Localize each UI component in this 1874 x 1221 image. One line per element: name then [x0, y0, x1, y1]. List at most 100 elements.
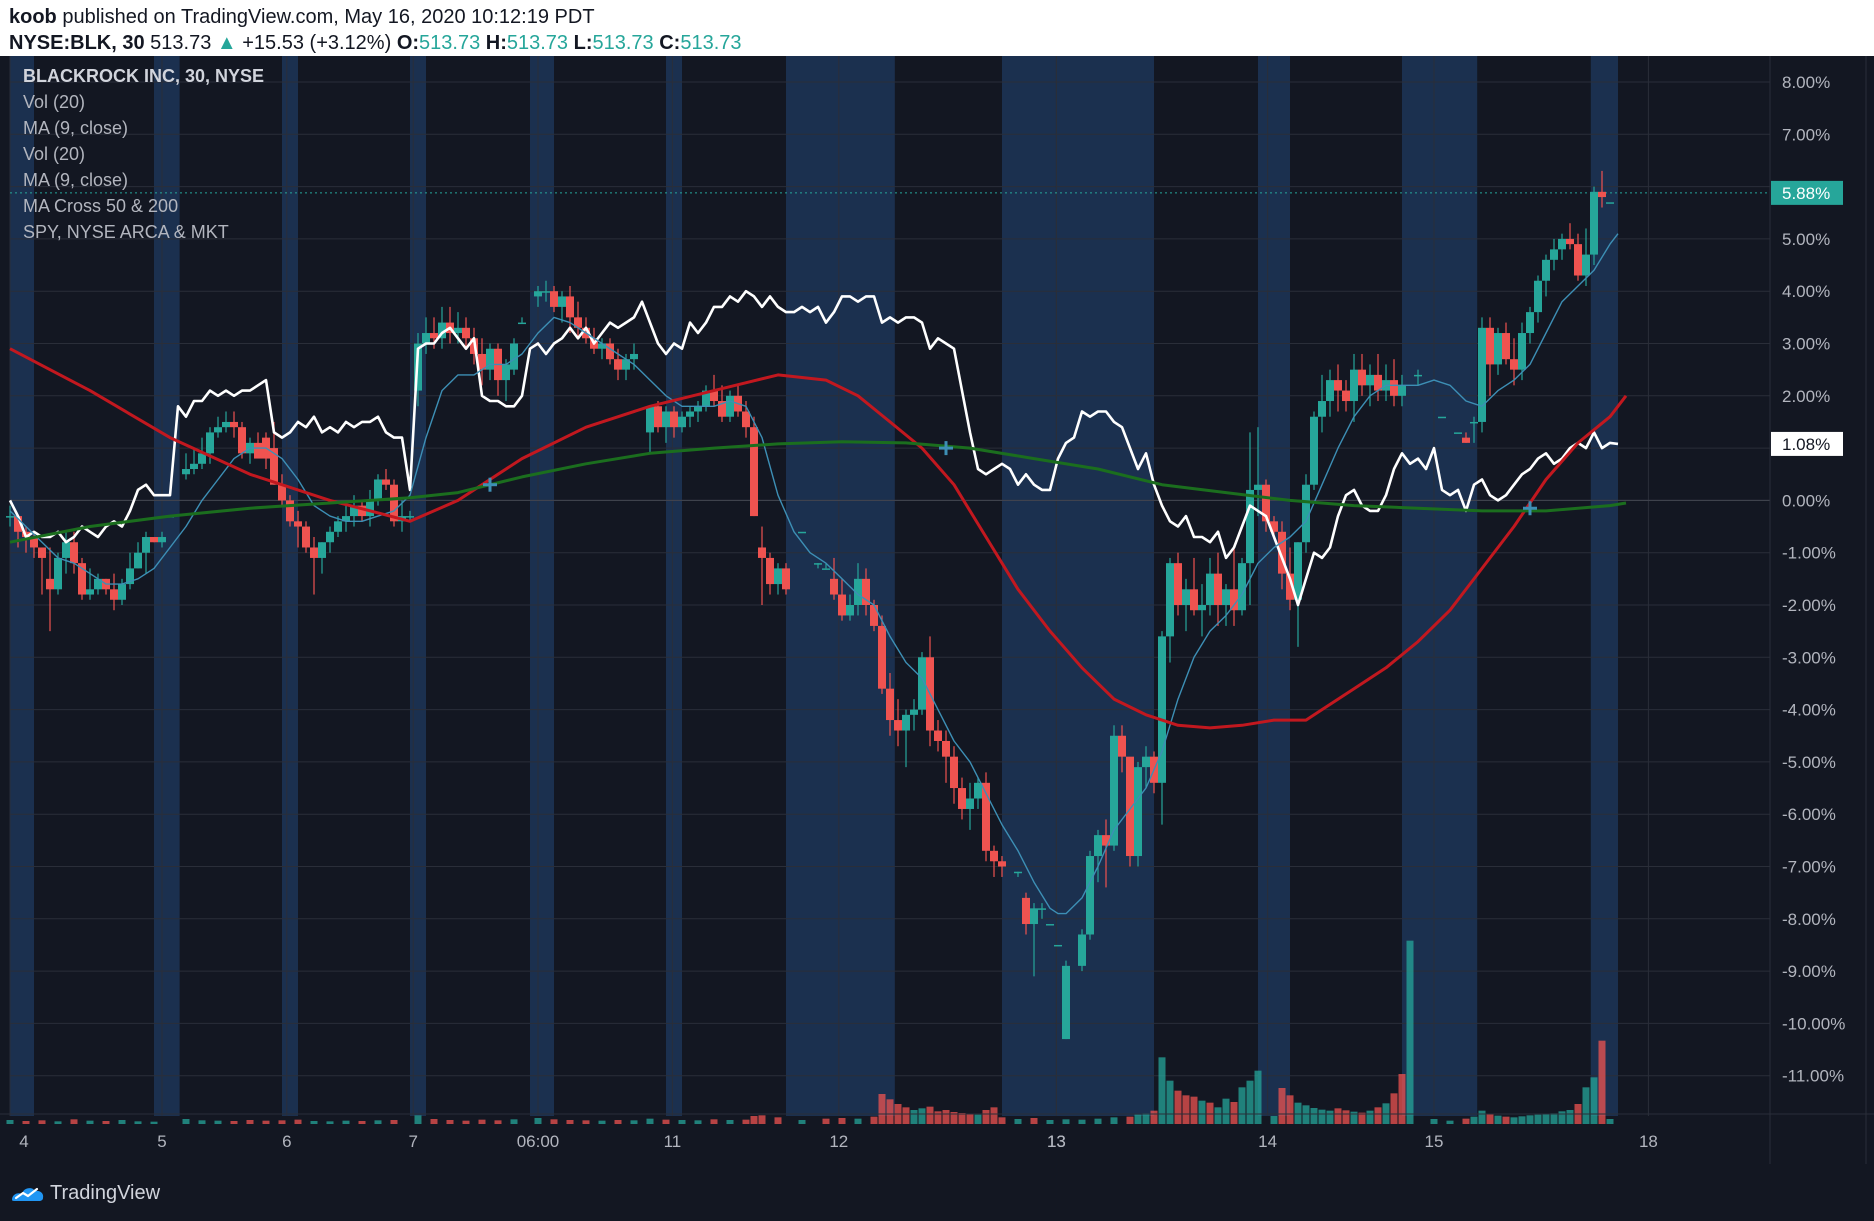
- candle-53: [438, 306, 446, 349]
- candle-body-140: [1182, 589, 1190, 605]
- candle-13: [110, 573, 118, 611]
- candle-body-107: [902, 714, 910, 731]
- candle-164: [1374, 353, 1382, 402]
- price-badge-label-1: 1.08%: [1782, 435, 1830, 454]
- candle-body-7: [62, 542, 70, 558]
- legend-item-ma-2[interactable]: MA (9, close): [23, 170, 129, 190]
- candle-body-177: [1510, 359, 1518, 370]
- candle-129: [1094, 829, 1102, 883]
- candle-body-96: [814, 563, 822, 565]
- candle-body-143: [1206, 573, 1214, 605]
- candle-109: [918, 652, 926, 715]
- volume-bar-68: [998, 1117, 1006, 1124]
- volume-bar-115: [1478, 1110, 1486, 1124]
- volume-bar-4: [70, 1119, 78, 1124]
- x-tick-label-9: 14: [1258, 1132, 1277, 1151]
- tradingview-logo-icon: [12, 1187, 44, 1201]
- x-tick-label-11: 18: [1639, 1132, 1658, 1151]
- candle-body-35: [294, 521, 302, 527]
- volume-bar-54: [886, 1099, 894, 1124]
- volume-bar-80: [1158, 1057, 1166, 1124]
- candle-body-39: [326, 531, 334, 543]
- author-name[interactable]: koob: [9, 6, 57, 28]
- candle-body-117: [982, 782, 990, 851]
- volume-bar-91: [1246, 1080, 1254, 1124]
- legend-item-ma-cross[interactable]: MA Cross 50 & 200: [23, 196, 179, 216]
- ohlc-low-value: 513.73: [592, 32, 654, 54]
- volume-bar-58: [918, 1108, 926, 1124]
- candle-body-80: [670, 411, 678, 428]
- volume-bar-59: [926, 1106, 934, 1124]
- volume-bar-23: [390, 1120, 398, 1124]
- volume-bar-87: [1214, 1107, 1222, 1124]
- volume-bar-112: [1446, 1120, 1454, 1124]
- y-tick-label-19: -11.00%: [1782, 1067, 1844, 1086]
- session-shade-4: [530, 56, 554, 1116]
- volume-bar-0: [6, 1120, 14, 1124]
- candle-0: [6, 505, 14, 527]
- volume-bar-120: [1518, 1116, 1526, 1124]
- candle-body-61: [502, 364, 510, 381]
- candle-body-85: [710, 390, 718, 402]
- candle-body-47: [390, 484, 398, 522]
- candle-body-36: [302, 526, 310, 548]
- volume-bar-93: [1270, 1116, 1278, 1124]
- volume-bar-7: [118, 1120, 126, 1124]
- candle-body-84: [702, 390, 710, 407]
- volume-bar-84: [1190, 1096, 1198, 1124]
- candle-139: [1174, 552, 1182, 616]
- candle-body-91: [758, 547, 766, 558]
- candle-body-108: [910, 709, 918, 715]
- volume-bar-128: [1582, 1087, 1590, 1124]
- candle-116: [974, 777, 982, 809]
- volume-bar-65: [974, 1114, 982, 1124]
- chart-canvas[interactable]: 8.00%7.00%6.00%5.00%4.00%3.00%2.00%1.00%…: [0, 56, 1874, 1164]
- volume-bar-78: [1142, 1113, 1150, 1124]
- legend-item-spy[interactable]: SPY, NYSE ARCA & MKT: [23, 222, 229, 242]
- volume-bar-13: [230, 1121, 238, 1124]
- y-tick-label-15: -7.00%: [1782, 858, 1836, 877]
- candle-body-189: [1606, 202, 1614, 204]
- legend-item-ma-1[interactable]: MA (9, close): [23, 118, 129, 138]
- candle-body-40: [334, 521, 342, 532]
- y-tick-label-3: 5.00%: [1782, 230, 1830, 249]
- volume-bar-74: [1094, 1118, 1102, 1124]
- candle-5: [46, 547, 54, 632]
- x-tick-label-6: 12: [829, 1132, 848, 1151]
- candle-body-28: [238, 427, 246, 454]
- candle-body-72: [598, 343, 606, 349]
- candle-66: [550, 285, 558, 313]
- candle-body-127: [1078, 934, 1086, 966]
- candle-body-186: [1582, 254, 1590, 276]
- candle-body-81: [678, 416, 686, 428]
- ohlc-high-label: H:: [485, 32, 507, 54]
- candle-body-4: [38, 547, 46, 558]
- y-tick-label-13: -5.00%: [1782, 753, 1836, 772]
- candle-body-126: [1062, 965, 1070, 1040]
- candle-body-49: [406, 516, 414, 518]
- candle-body-181: [1542, 259, 1550, 281]
- legend-item-vol-1[interactable]: Vol (20): [23, 92, 86, 112]
- legend-title[interactable]: BLACKROCK INC, 30, NYSE: [23, 66, 265, 86]
- candle-98: [830, 557, 838, 600]
- candle-body-105: [886, 688, 894, 721]
- candle-body-173: [1478, 327, 1486, 422]
- volume-bar-82: [1174, 1090, 1182, 1124]
- series-line-3: [9, 440, 1627, 544]
- candle-183: [1558, 233, 1566, 260]
- candle-127: [1078, 929, 1086, 972]
- symbol-label[interactable]: NYSE:BLK, 30: [9, 32, 145, 54]
- volume-bar-85: [1198, 1100, 1206, 1124]
- candle-body-87: [726, 395, 734, 417]
- cross-marker-1: [939, 441, 953, 456]
- legend-item-vol-2[interactable]: Vol (20): [23, 144, 86, 164]
- candle-82: [686, 406, 694, 428]
- candle-body-148: [1246, 489, 1254, 564]
- volume-bar-31: [534, 1118, 542, 1124]
- candle-body-90: [750, 427, 758, 517]
- volume-bar-47: [774, 1117, 782, 1124]
- candle-84: [702, 385, 710, 412]
- price-chart[interactable]: 8.00%7.00%6.00%5.00%4.00%3.00%2.00%1.00%…: [0, 56, 1874, 1164]
- candle-body-145: [1222, 589, 1230, 605]
- candle-105: [886, 672, 894, 736]
